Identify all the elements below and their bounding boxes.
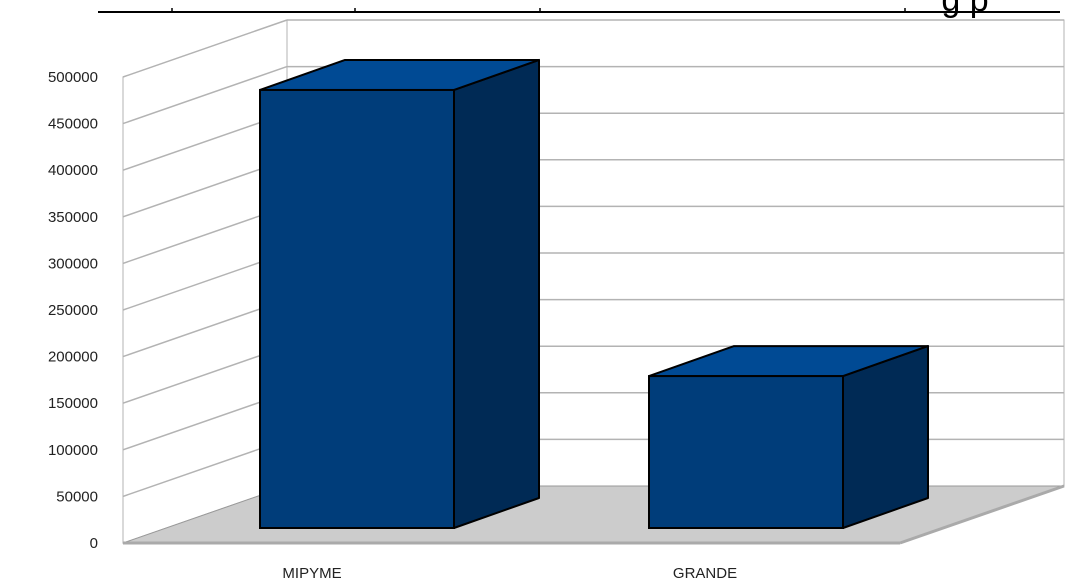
y-tick-label: 500000 — [48, 69, 98, 86]
bar-front-face — [648, 375, 844, 530]
y-tick-label: 200000 — [48, 349, 98, 366]
bar-side-face — [842, 345, 929, 529]
header-fragment-text: g p — [941, 0, 988, 19]
y-tick-label: 250000 — [48, 302, 98, 319]
gridline-side — [122, 65, 288, 125]
floor-right-edge — [899, 484, 1065, 545]
y-tick-label: 50000 — [56, 488, 98, 505]
bar-mipyme — [259, 58, 540, 530]
y-tick-label: 0 — [90, 535, 98, 552]
cropped-header-strip: g p — [98, 0, 1060, 19]
y-tick-label: 350000 — [48, 209, 98, 226]
x-category-label: GRANDE — [673, 565, 737, 581]
x-axis-category-labels: MIPYME GRANDE — [282, 565, 737, 581]
y-axis-tick-labels: 0 50000 100000 150000 200000 250000 300000 3500… — [48, 69, 98, 552]
gridline-side — [122, 19, 288, 78]
bars — [259, 58, 929, 530]
y-tick-label: 400000 — [48, 162, 98, 179]
y-tick-label: 150000 — [48, 395, 98, 412]
y-tick-label: 450000 — [48, 116, 98, 133]
y-tick-label: 300000 — [48, 255, 98, 272]
bar-side-face — [453, 58, 540, 529]
bar-front-face — [259, 88, 455, 530]
bar-grande — [648, 345, 929, 530]
x-category-label: MIPYME — [282, 565, 341, 581]
y-tick-label: 100000 — [48, 442, 98, 459]
